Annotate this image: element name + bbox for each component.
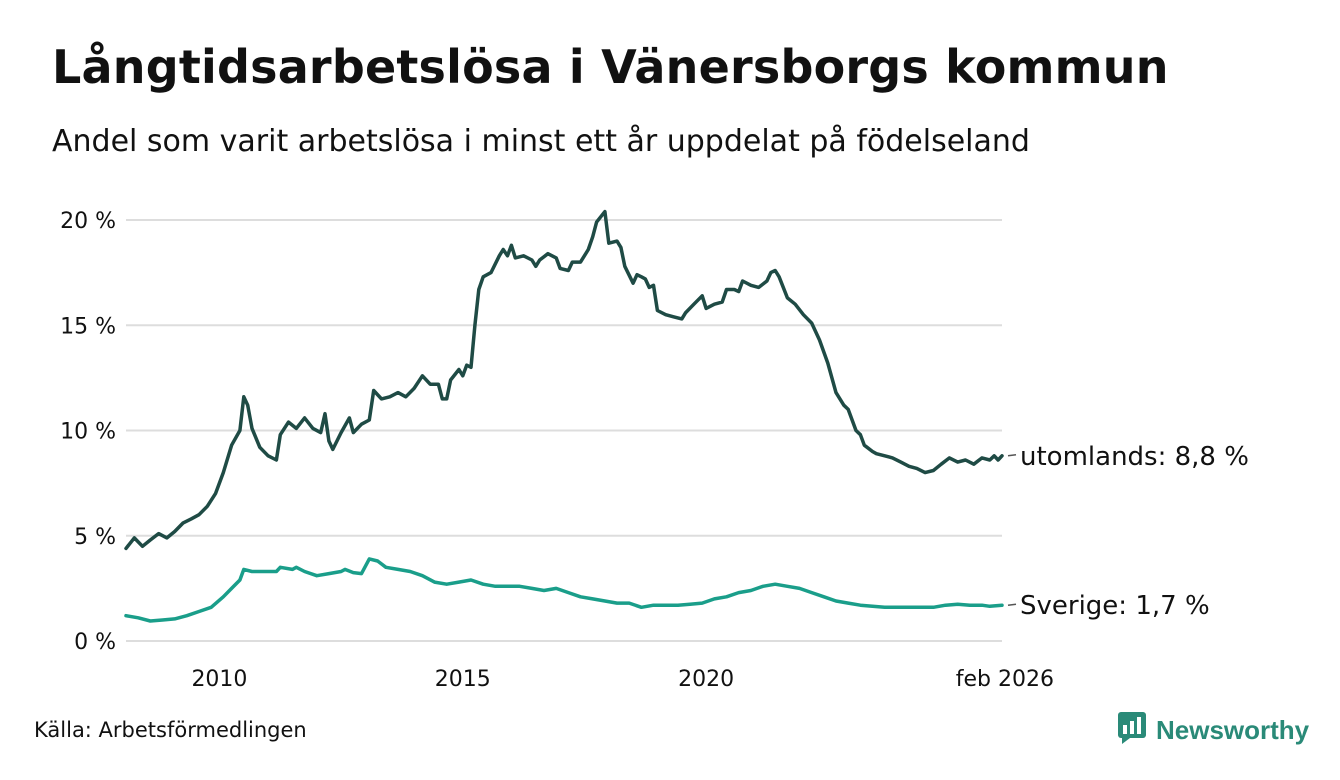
newsworthy-logo-icon <box>1118 712 1146 748</box>
y-tick-label: 5 % <box>74 525 116 550</box>
y-tick-label: 15 % <box>60 314 116 339</box>
x-tick-label: 2015 <box>435 667 491 692</box>
end-label-leader <box>1007 454 1017 457</box>
end-label-sverige: Sverige: 1,7 % <box>1020 591 1210 621</box>
x-tick-label: 2010 <box>191 667 247 692</box>
x-tick-label: 2020 <box>678 667 734 692</box>
series-line-sverige <box>124 557 1004 623</box>
x-tick-label: feb 2026 <box>956 667 1054 692</box>
y-tick-label: 20 % <box>60 209 116 234</box>
end-label-utomlands: utomlands: 8,8 % <box>1020 442 1249 472</box>
brand-name: Newsworthy <box>1156 714 1310 745</box>
source-note: Källa: Arbetsförmedlingen <box>34 718 307 742</box>
y-tick-label: 0 % <box>74 630 116 655</box>
series-line-utomlands <box>124 209 1004 551</box>
chart-subtitle: Andel som varit arbetslösa i minst ett å… <box>52 124 1030 159</box>
y-tick-label: 10 % <box>60 420 116 445</box>
brand-logo[interactable]: Newsworthy <box>1118 712 1309 748</box>
end-label-leader <box>1007 603 1017 606</box>
chart-title: Långtidsarbetslösa i Vänersborgs kommun <box>52 40 1169 94</box>
